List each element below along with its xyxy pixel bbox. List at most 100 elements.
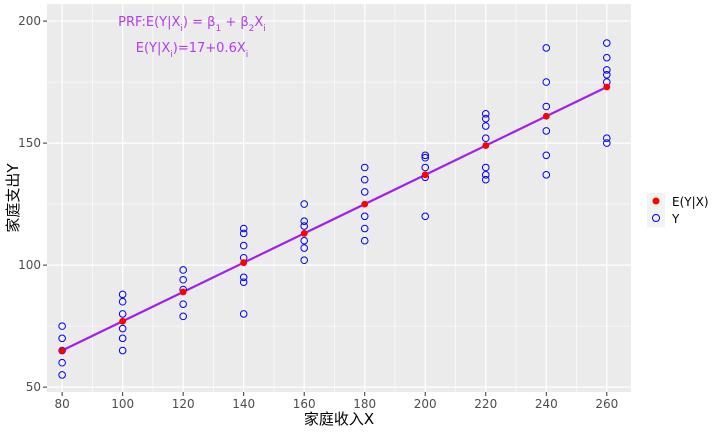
observed-point (300, 244, 309, 252)
x-tick-label: 200 (414, 397, 437, 411)
observed-point (300, 222, 309, 230)
observed-point (421, 212, 430, 221)
x-tick-label: 180 (353, 397, 376, 411)
observed-point (239, 229, 248, 238)
major-gridlines (47, 4, 631, 392)
y-tick-label: 200 (18, 14, 41, 28)
observed-point (481, 114, 490, 123)
y-axis-title: 家庭支出Y (4, 163, 22, 233)
legend-label-observed: Y (671, 212, 680, 226)
observed-point (360, 175, 369, 184)
observed-point (602, 134, 611, 143)
observed-point (360, 236, 369, 245)
observed-point (602, 66, 611, 74)
observed-point (542, 44, 551, 52)
expected-point (300, 229, 308, 237)
annot1-mid1: ) = β (183, 15, 216, 30)
annotation-prf: PRF:E(Y|Xi) = β1 + β2Xi (118, 15, 266, 34)
observed-point (300, 256, 309, 265)
y-axis-ticks: 50 100 150 200 (18, 14, 47, 394)
x-axis-title: 家庭收入X (304, 410, 374, 428)
observed-point (239, 224, 248, 233)
observed-point (58, 371, 66, 379)
x-tick-label: 240 (535, 397, 558, 411)
observed-point (179, 300, 187, 308)
x-tick-label: 160 (293, 397, 316, 411)
legend-label-expected: E(Y|X) (672, 195, 709, 209)
observed-point (118, 290, 127, 299)
x-tick-label: 220 (474, 397, 497, 411)
observed-point (300, 217, 309, 225)
observed-point (542, 171, 551, 179)
legend-marker-observed (652, 214, 660, 222)
observed-point (118, 334, 127, 343)
observed-point (602, 70, 611, 79)
annot1-sub1: i (180, 24, 183, 34)
minor-gridlines (47, 4, 631, 392)
points-layer (58, 39, 611, 379)
observed-point (481, 175, 490, 184)
annot1-mid3: X (254, 15, 263, 30)
observed-point (421, 163, 430, 172)
expected-point (119, 317, 127, 325)
regression-line (61, 85, 608, 352)
annot2-sub2: i (246, 50, 249, 60)
expected-point (361, 200, 369, 208)
observed-point (239, 278, 248, 286)
observed-point (239, 241, 248, 250)
observed-point (118, 346, 127, 355)
observed-point (481, 171, 490, 179)
observed-point (421, 153, 430, 162)
observed-point (179, 266, 187, 274)
expected-point (421, 171, 429, 179)
annot1-sub2: 1 (215, 24, 221, 34)
x-tick-label: 140 (232, 397, 255, 411)
observed-point (602, 39, 611, 47)
observed-point (118, 310, 127, 318)
legend-marker-expected (652, 197, 660, 205)
observed-point (239, 273, 248, 282)
observed-point (58, 358, 66, 367)
x-tick-label: 120 (172, 397, 195, 411)
x-tick-label: 80 (54, 397, 69, 411)
expected-point (240, 259, 248, 267)
plot-panel (47, 4, 631, 392)
legend: E(Y|X) Y (647, 193, 709, 227)
observed-point (58, 334, 66, 343)
x-tick-label: 100 (111, 397, 134, 411)
annot2-sub1: i (170, 50, 173, 60)
x-tick-label: 260 (595, 397, 618, 411)
annot2-mid: )=17+0.6X (173, 41, 246, 56)
observed-point (118, 297, 127, 306)
observed-point (542, 151, 551, 160)
x-axis-ticks: 80 100 120 140 160 180 200 220 240 260 (54, 392, 618, 411)
annot1-mid2: + β (221, 15, 248, 30)
annot2-prefix: E(Y|X (136, 41, 171, 56)
observed-point (58, 322, 66, 330)
y-tick-label: 100 (18, 258, 41, 272)
observed-point (179, 312, 187, 321)
y-tick-label: 150 (18, 136, 41, 150)
y-tick-label: 50 (26, 380, 41, 394)
observed-point (602, 139, 611, 147)
observed-point (542, 78, 551, 86)
expected-point (482, 142, 490, 149)
annot1-sub4: i (263, 24, 266, 34)
observed-point (542, 127, 551, 135)
observed-point (481, 163, 490, 172)
observed-point (542, 102, 551, 111)
observed-point (481, 122, 490, 130)
observed-point (360, 188, 369, 196)
expected-point (179, 288, 187, 296)
observed-point (360, 224, 369, 233)
observed-point (300, 200, 309, 208)
annot1-sub3: 2 (249, 24, 255, 34)
annotation-equation: E(Y|Xi)=17+0.6Xi (136, 41, 249, 60)
observed-point (360, 212, 369, 221)
expected-point (58, 347, 66, 354)
observed-point (602, 53, 611, 62)
annot1-prefix: PRF:E(Y|X (118, 15, 180, 30)
observed-point (481, 134, 490, 143)
observed-point (421, 151, 430, 160)
